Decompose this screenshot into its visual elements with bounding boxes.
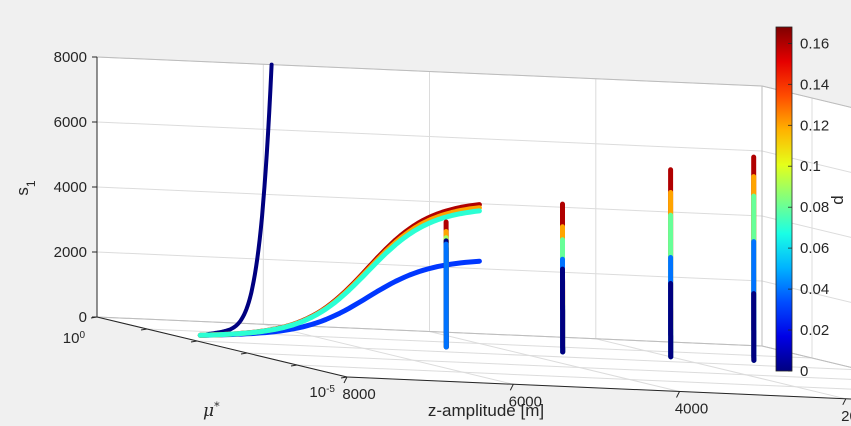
frame-edge [96, 316, 763, 347]
z-tick-label: 2000 [54, 244, 87, 261]
z-gridline [761, 150, 851, 173]
tick-labels: 0 2000 4000 6000 8000 8000 6000 4000 2000 0 100 10-… [54, 49, 851, 425]
x-tick-mark [343, 376, 348, 384]
x-gridline [429, 331, 680, 392]
colorbar-tick-label: 0.1 [800, 158, 821, 175]
x-gridline [595, 338, 846, 400]
y-tick-label: 10-5 [309, 384, 335, 402]
colorbar-tick-label: 0.14 [800, 76, 829, 93]
axes-frame [90, 56, 851, 406]
colorbar-label: d [828, 195, 847, 204]
z-tick-label: 6000 [54, 114, 87, 131]
y-tick-mark [90, 316, 98, 319]
data-curves [197, 62, 757, 363]
z-tick-label: 0 [79, 309, 87, 326]
z-gridline [761, 215, 851, 238]
z-tick-label: 8000 [54, 49, 87, 66]
y-gridline [196, 340, 851, 371]
y-axis-label: μ* [203, 400, 220, 422]
frame-edge [761, 345, 851, 368]
colorbar-tick-label: 0 [800, 363, 808, 380]
x-tick-mark [676, 391, 680, 398]
x-axis-label: z-amplitude [m] [428, 401, 544, 420]
y-gridline [246, 352, 851, 380]
colorbar-tick-label: 0.02 [800, 322, 829, 339]
y-tick-label: 100 [63, 330, 86, 348]
frame-edge [96, 56, 763, 87]
colorbar-tick-label: 0.16 [800, 35, 829, 52]
y-tick-mark [290, 364, 298, 367]
x-tick-label: 4000 [675, 401, 708, 418]
z-gridline [761, 280, 851, 303]
x-tick-label: 8000 [342, 386, 375, 403]
floor-pane [97, 317, 851, 399]
colorbar-tick-label: 0.08 [800, 199, 829, 216]
x-tick-label: 2000 [841, 408, 851, 425]
x-tick-mark [509, 384, 514, 391]
x-tick-mark [842, 398, 847, 406]
y-tick-mark [190, 340, 198, 343]
colorbar-gradient [775, 26, 793, 372]
y-tick-mark [240, 352, 248, 355]
y-axis-line [96, 316, 348, 378]
data-curve [197, 208, 482, 338]
frame-edge [761, 85, 851, 108]
curve-group [197, 62, 482, 338]
y-tick-mark [140, 328, 148, 331]
x-tick-label: 6000 [509, 393, 542, 410]
z-axis-label: s1 [13, 180, 38, 196]
colorbar-tick-label: 0.04 [800, 281, 829, 298]
x-gridline [263, 323, 514, 385]
y-gridline [296, 364, 851, 390]
colorbar: 0 0.02 0.04 0.06 0.08 0.1 0.12 0.14 0.16 [775, 26, 829, 380]
colorbar-tick-label: 0.06 [800, 240, 829, 257]
z-tick-label: 4000 [54, 179, 87, 196]
colorbar-tick-label: 0.12 [800, 117, 829, 134]
y-tick-mark [340, 376, 348, 379]
